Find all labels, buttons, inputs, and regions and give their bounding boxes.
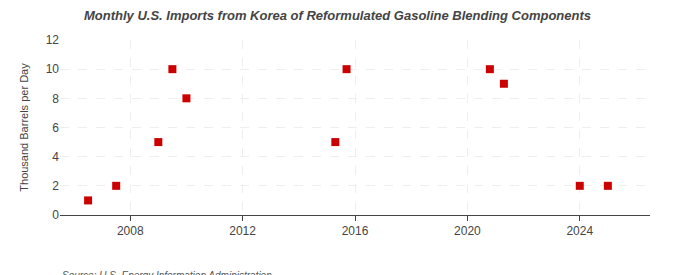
- svg-text:12: 12: [46, 33, 60, 47]
- svg-text:2012: 2012: [229, 224, 256, 238]
- svg-text:10: 10: [46, 62, 60, 76]
- svg-text:6: 6: [52, 121, 59, 135]
- svg-text:2016: 2016: [342, 224, 369, 238]
- svg-text:4: 4: [52, 150, 59, 164]
- svg-text:Monthly U.S. Imports from Kore: Monthly U.S. Imports from Korea of Refor…: [84, 8, 591, 23]
- svg-text:2: 2: [52, 179, 59, 193]
- svg-text:Source: U.S. Energy Informatio: Source: U.S. Energy Information Administ…: [62, 270, 272, 275]
- svg-text:2008: 2008: [117, 224, 144, 238]
- svg-text:2020: 2020: [454, 224, 481, 238]
- svg-text:2024: 2024: [566, 224, 593, 238]
- svg-text:Thousand Barrels per Day: Thousand Barrels per Day: [18, 63, 30, 192]
- svg-text:8: 8: [52, 92, 59, 106]
- svg-text:0: 0: [52, 208, 59, 222]
